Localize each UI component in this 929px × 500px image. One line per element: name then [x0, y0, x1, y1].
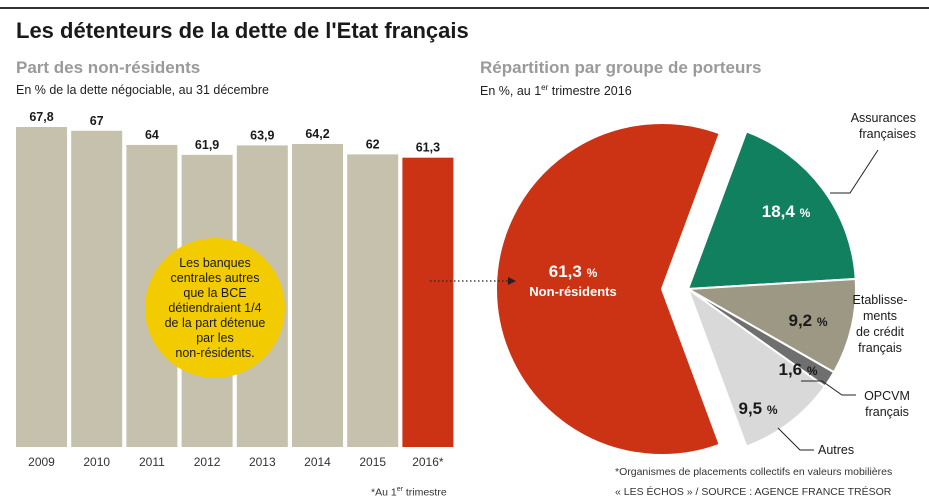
opcvm-value: 1,6 % [778, 360, 817, 379]
bubble-text-line: détiendraient 1/4 [168, 301, 261, 315]
opcvm-leader [801, 380, 856, 396]
year-footnote: *Au 1er trimestre [371, 486, 447, 499]
etablissements-label: français [858, 341, 902, 355]
bar-2010 [71, 130, 123, 447]
etablissements-label: de crédit [856, 325, 904, 339]
pie-chart-caption: En %, au 1er trimestre 2016 [480, 83, 632, 99]
etablissements-label: ments [863, 309, 897, 323]
opcvm-footnote: *Organismes de placements collectifs en … [615, 466, 893, 478]
bubble-text-line: Les banques [179, 256, 251, 270]
assurances-leader [830, 149, 879, 194]
assurances-value: 18,4 % [762, 202, 811, 221]
year-label: 2013 [249, 455, 276, 469]
bar-2016 [402, 157, 454, 447]
etablissements-label: Etablisse- [853, 293, 908, 307]
percent-sign: % [817, 315, 828, 329]
slice-autres [685, 286, 827, 448]
pie-chart: 61,3 % Non-résidents 18,4 % 9,2 % 1,6 % 9,5 %… [430, 111, 916, 457]
bubble-text-line: non-résidents. [175, 346, 254, 360]
bar-value-label: 61,3 [416, 141, 440, 155]
bar-2009 [16, 127, 67, 447]
year-label: 2009 [28, 455, 55, 469]
year-label: 2011 [139, 455, 165, 469]
autres-label: Autres [818, 443, 854, 457]
year-label: 2012 [194, 455, 221, 469]
assurances-label: Assurances [851, 111, 916, 125]
opcvm-label: OPCVM [864, 389, 910, 403]
slice-assurances [686, 130, 857, 291]
top-rule [0, 7, 929, 9]
bubble-text-line: de la part détenue [165, 316, 266, 330]
bar-value-label: 67,8 [29, 110, 53, 124]
source-credit: « LES ÉCHOS » / SOURCE : AGENCE FRANCE T… [615, 486, 892, 498]
link-arrow-head [508, 277, 516, 285]
autres-leader [777, 427, 814, 451]
year-label: 2014 [304, 455, 331, 469]
bar-chart-title: Part des non-résidents [16, 58, 201, 77]
percent-sign: % [807, 364, 818, 378]
percent-sign: % [800, 206, 811, 220]
slice-non-residents [494, 122, 721, 456]
bubble-text-line: par les [196, 331, 234, 345]
pie-chart-title: Répartition par groupe de porteurs [480, 58, 762, 77]
bar-value-label: 62 [366, 137, 380, 151]
bar-2014 [292, 143, 343, 447]
bar-value-label: 63,9 [250, 128, 274, 142]
bubble-text-line: centrales autres [171, 271, 260, 285]
opcvm-label: français [865, 405, 909, 419]
non-residents-value: 61,3 % [549, 262, 598, 281]
autres-value: 9,5 % [738, 399, 777, 418]
bar-value-label: 67 [90, 114, 104, 128]
assurances-label: françaises [859, 127, 916, 141]
bar-value-label: 64,2 [305, 127, 329, 141]
slice-etablissements [684, 277, 857, 374]
etablissements-value: 9,2 % [788, 311, 827, 330]
bar-2015 [347, 154, 399, 447]
year-label: 2010 [83, 455, 110, 469]
year-label: 2015 [359, 455, 386, 469]
non-residents-name: Non-résidents [529, 284, 616, 299]
bar-value-label: 64 [145, 128, 159, 142]
percent-sign: % [587, 266, 598, 280]
bar-chart-caption: En % de la dette négociable, au 31 décem… [16, 83, 269, 97]
bar-value-label: 61,9 [195, 138, 219, 152]
bubble-text-line: que la BCE [183, 286, 246, 300]
page-title: Les détenteurs de la dette de l'Etat fra… [16, 18, 469, 43]
year-label: 2016* [412, 455, 444, 469]
percent-sign: % [767, 403, 778, 417]
bubble-circle [145, 238, 285, 378]
